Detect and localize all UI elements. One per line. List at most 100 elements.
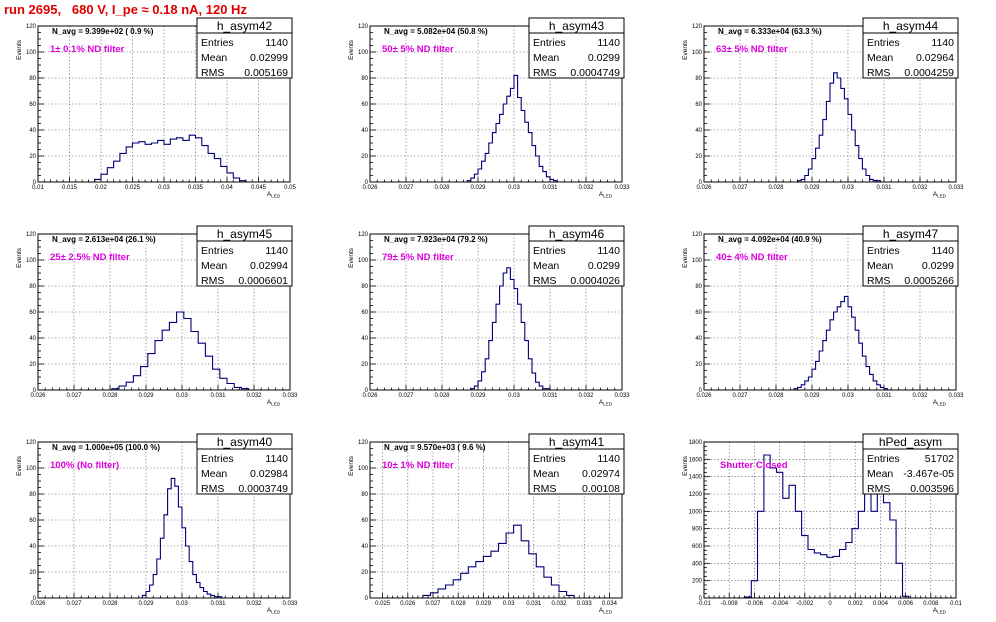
x-tick-label: 0.029 bbox=[470, 185, 486, 191]
histogram-h_asym47 bbox=[793, 295, 889, 390]
histogram-h_asym41 bbox=[422, 524, 575, 598]
x-tick-label: 0.03 bbox=[842, 185, 854, 191]
y-tick-label: 1800 bbox=[689, 440, 703, 446]
x-tick-label: -0.01 bbox=[697, 601, 711, 607]
y-tick-label: 60 bbox=[29, 310, 36, 316]
stats-box bbox=[862, 17, 959, 79]
x-tick-label: 0.035 bbox=[188, 185, 204, 191]
x-tick-label: 0.028 bbox=[434, 185, 450, 191]
stats-histogram-name: h_asym43 bbox=[549, 19, 605, 33]
stats-mean-value: 0.02994 bbox=[250, 260, 288, 272]
x-tick-label: 0.032 bbox=[246, 601, 262, 607]
x-tick-label: 0.026 bbox=[696, 185, 712, 191]
x-tick-label: 0.031 bbox=[542, 393, 558, 399]
x-tick-label: 0.027 bbox=[398, 393, 414, 399]
y-axis-label: Events bbox=[682, 455, 689, 476]
panel-h_asym40: 0.026 0.027 0.028 0.029 0.03 0.031 0.032 0.033 0… bbox=[16, 433, 298, 615]
x-tick-label: 0.033 bbox=[948, 185, 964, 191]
stats-rms-label: RMS bbox=[867, 67, 890, 79]
navg-label: N_avg = 5.082e+04 (50.8 %) bbox=[384, 27, 488, 36]
x-tick-label: 0.03 bbox=[176, 393, 188, 399]
y-tick-label: 60 bbox=[361, 518, 368, 524]
y-tick-label: 40 bbox=[695, 336, 702, 342]
stats-histogram-name: h_asym46 bbox=[549, 227, 605, 241]
stats-entries-label: Entries bbox=[867, 245, 900, 257]
stats-box-h_asym46: h_asym46 Entries 1140 Mean 0.0299 RMS 0.000402… bbox=[528, 225, 625, 287]
x-tick-label: 0.008 bbox=[923, 601, 939, 607]
stats-box-hPed_asym: hPed_asym Entries 51702 Mean -3.467e-05 RMS 0.… bbox=[862, 433, 959, 495]
y-tick-label: 100 bbox=[26, 50, 37, 56]
panel-h_asym41: 0.025 0.026 0.027 0.028 0.029 0.03 0.031 0.032 0… bbox=[348, 433, 625, 615]
x-tick-label: 0.028 bbox=[102, 601, 118, 607]
stats-rms-value: 0.0005266 bbox=[904, 275, 954, 287]
y-tick-label: 80 bbox=[695, 76, 702, 82]
x-tick-label: 0.031 bbox=[210, 393, 226, 399]
y-tick-label: 120 bbox=[692, 24, 703, 30]
y-tick-label: 40 bbox=[361, 544, 368, 550]
x-tick-label: 0.027 bbox=[66, 393, 82, 399]
x-tick-label: 0.032 bbox=[578, 185, 594, 191]
stats-mean-value: 0.0299 bbox=[588, 52, 620, 64]
y-tick-label: 100 bbox=[692, 258, 703, 264]
stats-histogram-name: h_asym45 bbox=[217, 227, 273, 241]
y-tick-label: 80 bbox=[361, 76, 368, 82]
stats-entries-label: Entries bbox=[533, 245, 566, 257]
stats-box-h_asym41: h_asym41 Entries 1140 Mean 0.02974 RMS 0.00108 bbox=[528, 433, 625, 495]
x-tick-label: 0.032 bbox=[912, 185, 928, 191]
stats-histogram-name: h_asym41 bbox=[549, 435, 605, 449]
y-tick-label: 20 bbox=[29, 570, 36, 576]
x-tick-label: -0.008 bbox=[721, 601, 739, 607]
y-tick-label: 600 bbox=[692, 544, 703, 550]
histogram-h_asym44 bbox=[797, 72, 881, 182]
y-tick-label: 400 bbox=[692, 561, 703, 567]
stats-rms-label: RMS bbox=[201, 483, 224, 495]
x-tick-label: 0.05 bbox=[284, 185, 296, 191]
stats-mean-label: Mean bbox=[867, 52, 893, 64]
stats-box bbox=[196, 225, 293, 287]
filter-label: 1± 0.1% ND filter bbox=[50, 44, 125, 55]
stats-box-h_asym45: h_asym45 Entries 1140 Mean 0.02994 RMS 0.00066… bbox=[196, 225, 293, 287]
x-axis-label: ALED bbox=[267, 607, 281, 615]
stats-mean-label: Mean bbox=[533, 52, 559, 64]
y-tick-label: 120 bbox=[26, 440, 37, 446]
y-axis-label: Events bbox=[16, 455, 23, 476]
histogram-h_asym42 bbox=[94, 134, 247, 182]
x-tick-label: 0.006 bbox=[898, 601, 914, 607]
navg-label: N_avg = 6.333e+04 (63.3 %) bbox=[718, 27, 822, 36]
y-tick-label: 20 bbox=[29, 362, 36, 368]
stats-entries-label: Entries bbox=[201, 245, 234, 257]
stats-histogram-name: h_asym44 bbox=[883, 19, 939, 33]
y-tick-label: 1400 bbox=[689, 475, 703, 481]
stats-entries-value: 51702 bbox=[925, 453, 954, 465]
x-tick-label: 0.004 bbox=[873, 601, 889, 607]
y-tick-label: 100 bbox=[692, 50, 703, 56]
stats-mean-label: Mean bbox=[201, 260, 227, 272]
x-tick-label: 0.027 bbox=[732, 393, 748, 399]
x-tick-label: 0.028 bbox=[451, 601, 467, 607]
y-axis-label: Events bbox=[16, 247, 23, 268]
stats-mean-label: Mean bbox=[201, 468, 227, 480]
x-axis-label: ALED bbox=[267, 399, 281, 407]
filter-label: 10± 1% ND filter bbox=[382, 460, 454, 471]
panel-h_asym43: 0.026 0.027 0.028 0.029 0.03 0.031 0.032 0.033 0… bbox=[348, 17, 630, 199]
y-axis-label: Events bbox=[682, 39, 689, 60]
y-tick-label: 120 bbox=[26, 24, 37, 30]
y-tick-label: 1200 bbox=[689, 492, 703, 498]
y-tick-label: 40 bbox=[361, 336, 368, 342]
filter-label: Shutter Closed bbox=[720, 460, 788, 471]
x-tick-label: 0.031 bbox=[876, 185, 892, 191]
stats-entries-value: 1140 bbox=[597, 245, 620, 257]
stats-mean-label: Mean bbox=[533, 260, 559, 272]
histogram-h_asym40 bbox=[141, 477, 223, 598]
stats-box bbox=[528, 17, 625, 79]
stats-mean-value: 0.02974 bbox=[582, 468, 620, 480]
y-tick-label: 0 bbox=[699, 388, 703, 394]
stats-mean-value: 0.02999 bbox=[250, 52, 288, 64]
x-tick-label: 0.029 bbox=[138, 393, 154, 399]
x-tick-label: -0.002 bbox=[796, 601, 814, 607]
y-tick-label: 1000 bbox=[689, 509, 703, 515]
x-tick-label: 0.01 bbox=[32, 185, 44, 191]
stats-box-h_asym42: h_asym42 Entries 1140 Mean 0.02999 RMS 0.00516… bbox=[196, 17, 293, 79]
x-tick-label: -0.006 bbox=[746, 601, 764, 607]
